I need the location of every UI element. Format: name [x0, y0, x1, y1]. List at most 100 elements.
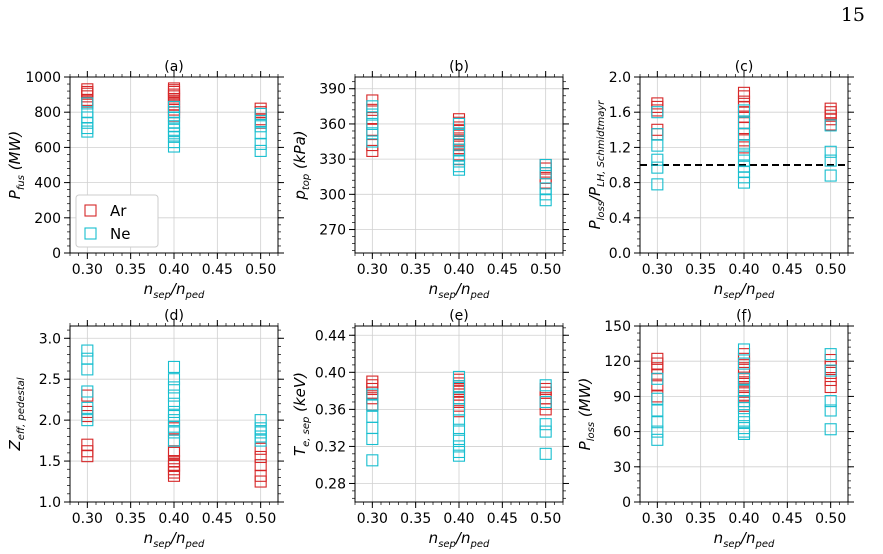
y-tick-label: 200 — [34, 211, 61, 227]
y-tick-label: 150 — [604, 319, 631, 335]
x-axis-label: nsep/nped — [429, 529, 490, 550]
data-point-ne — [452, 414, 466, 427]
y-tick-label: 270 — [319, 223, 346, 239]
data-point-ar — [366, 144, 379, 157]
data-point-ne — [254, 144, 267, 157]
data-point-ne — [81, 97, 94, 110]
data-point-ne — [452, 432, 466, 446]
y-tick-label: 400 — [34, 176, 61, 192]
chart-title: (d) — [164, 308, 184, 324]
data-point-ar — [167, 459, 181, 473]
data-point-ne — [452, 380, 466, 393]
x-tick-label: 0.40 — [443, 511, 474, 527]
x-tick-label: 0.50 — [530, 262, 561, 278]
data-point-ne — [452, 449, 466, 462]
data-point-ne — [737, 148, 751, 161]
y-tick-label: 0.28 — [315, 476, 346, 492]
y-tick-label: 0 — [622, 495, 631, 511]
y-axis-label: Pfus (MW) — [6, 131, 27, 199]
data-point-ne — [824, 169, 837, 182]
y-tick-label: 30 — [613, 460, 631, 476]
x-tick-label: 0.35 — [685, 262, 716, 278]
data-point-ne — [737, 409, 751, 422]
data-point-ne — [737, 357, 751, 370]
data-point-ne — [81, 401, 94, 414]
data-point-ne — [81, 385, 94, 398]
data-point-ne — [366, 398, 379, 411]
y-tick-label: 1.5 — [39, 454, 61, 470]
data-point-ne — [167, 360, 181, 373]
data-point-ne — [366, 135, 379, 148]
x-tick-label: 0.40 — [728, 511, 759, 527]
data-point-ne — [452, 135, 466, 148]
x-tick-label: 0.50 — [245, 262, 276, 278]
data-point-ne — [167, 426, 181, 439]
data-point-ne — [539, 167, 552, 180]
legend-marker-ne — [84, 227, 97, 240]
data-point-ne — [81, 363, 94, 376]
legend-label-ar: Ar — [110, 202, 127, 220]
y-tick-label: 60 — [613, 425, 631, 441]
chart-title: (f) — [736, 308, 752, 324]
x-axis-label: nsep/nped — [714, 280, 775, 301]
x-tick-label: 0.30 — [72, 511, 103, 527]
data-point-ne — [737, 139, 751, 152]
x-tick-label: 0.30 — [357, 511, 388, 527]
data-point-ne — [452, 370, 466, 383]
y-axis-label: Ploss (MW) — [576, 378, 597, 451]
x-axis-label: nsep/nped — [429, 280, 490, 301]
x-tick-label: 0.40 — [158, 511, 189, 527]
data-point-ar — [254, 442, 267, 455]
y-tick-label: 3.0 — [39, 331, 61, 347]
data-point-ne — [254, 137, 267, 150]
data-point-ne — [824, 395, 837, 408]
y-tick-label: 800 — [34, 105, 61, 121]
data-point-ne — [452, 127, 466, 140]
x-tick-label: 0.45 — [772, 511, 803, 527]
chart-panel-2: 0.30 0.35 0.40 0.45 0.50 270 300 330 360 390 (b) ns… — [291, 59, 569, 301]
y-tick-label: 120 — [604, 354, 631, 370]
x-axis-label: nsep/nped — [714, 529, 775, 550]
data-point-ne — [651, 392, 664, 405]
data-point-ne — [366, 454, 379, 467]
x-tick-label: 0.30 — [642, 511, 673, 527]
legend: Ar Ne — [75, 194, 159, 248]
data-point-ar — [824, 373, 837, 387]
y-tick-label: 390 — [319, 82, 346, 98]
y-tick-label: 360 — [319, 117, 346, 133]
data-point-ne — [737, 104, 751, 117]
y-tick-label: 0.32 — [315, 439, 346, 455]
chart-title: (e) — [449, 308, 469, 324]
data-point-ne — [737, 395, 751, 408]
x-tick-label: 0.50 — [815, 511, 846, 527]
y-tick-label: 90 — [613, 389, 631, 405]
y-tick-label: 0.44 — [315, 328, 346, 344]
data-point-ne — [366, 100, 379, 113]
x-tick-label: 0.50 — [815, 262, 846, 278]
data-point-ne — [737, 176, 751, 189]
y-tick-label: 300 — [319, 187, 346, 203]
data-point-ne — [539, 395, 552, 409]
y-tick-label: 330 — [319, 152, 346, 168]
data-point-ne — [737, 343, 751, 356]
data-point-ne — [539, 194, 552, 207]
chart-panel-1: 0.30 0.35 0.40 0.45 0.50 0 200 400 600 800 1000 (a)… — [6, 59, 284, 301]
x-tick-label: 0.30 — [357, 262, 388, 278]
data-point-ne — [366, 388, 379, 401]
x-tick-label: 0.30 — [72, 262, 103, 278]
chart-panel-5: 0.30 0.35 0.40 0.45 0.50 0.28 0.32 0.36 0.40 0.44… — [291, 308, 569, 550]
data-point-ne — [824, 154, 837, 167]
data-point-ne — [651, 178, 664, 191]
data-point-ne — [539, 158, 552, 172]
data-point-ne — [651, 404, 664, 417]
x-tick-label: 0.40 — [443, 262, 474, 278]
y-tick-label: 1000 — [25, 70, 61, 86]
data-point-ne — [81, 125, 94, 138]
data-point-ne — [167, 409, 181, 423]
page-number: 15 — [840, 4, 865, 26]
data-point-ne — [452, 163, 466, 176]
data-point-ne — [366, 108, 379, 121]
x-tick-label: 0.35 — [400, 262, 431, 278]
data-point-ne — [167, 397, 181, 410]
